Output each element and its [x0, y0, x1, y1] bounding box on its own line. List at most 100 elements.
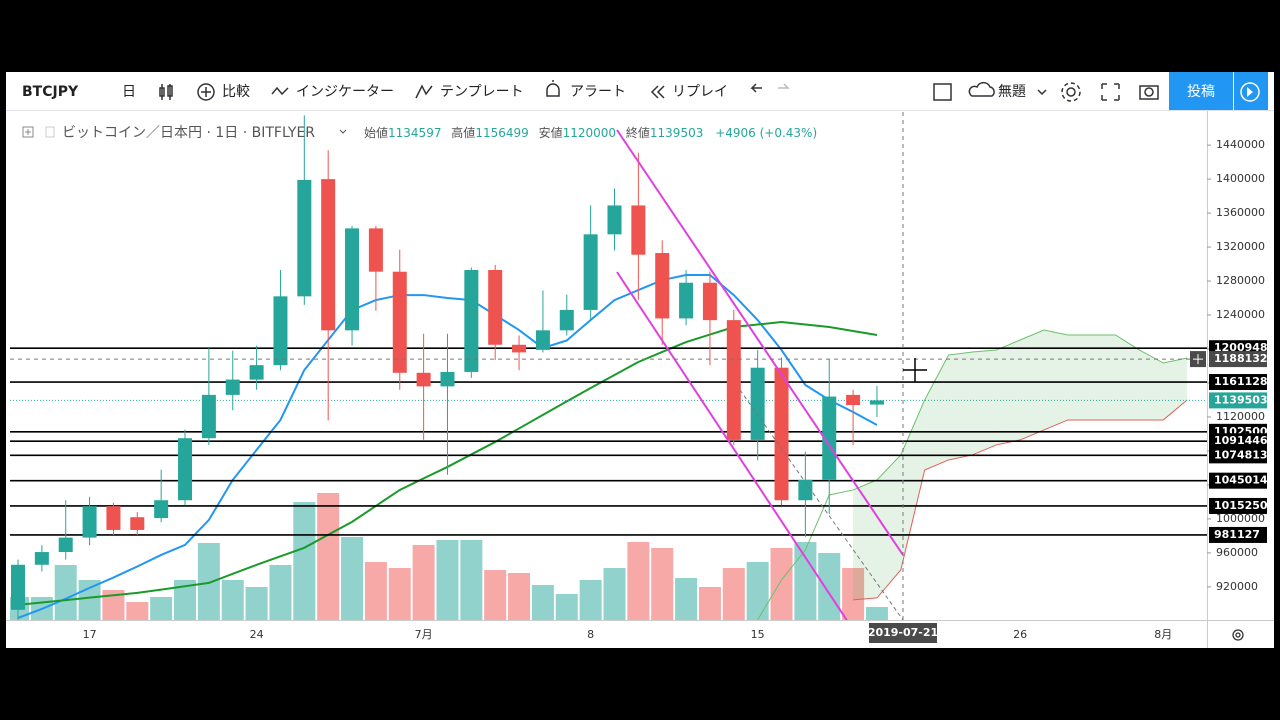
- candle-body: [559, 309, 574, 331]
- redo-icon[interactable]: [778, 83, 790, 89]
- candle-body: [488, 270, 503, 345]
- candle-body: [512, 344, 527, 353]
- trend-line: [616, 271, 848, 620]
- candle-body: [82, 506, 97, 538]
- toolbar-item[interactable]: テンプレート: [440, 84, 524, 100]
- level-label: 981127: [1214, 528, 1260, 541]
- candle-body: [273, 296, 288, 366]
- crosshair-date-bg: [869, 623, 937, 643]
- candle-body: [321, 179, 336, 331]
- symbol[interactable]: BTCJPY: [22, 84, 79, 100]
- volume-bar: [293, 502, 316, 620]
- candle-body: [58, 537, 73, 553]
- play-icon: [1240, 82, 1260, 102]
- settings-icon[interactable]: [1232, 629, 1244, 641]
- candle-body: [201, 394, 216, 439]
- candle-body: [774, 367, 789, 501]
- candle-body: [631, 205, 646, 255]
- level-label: 1200948: [1214, 341, 1268, 354]
- volume-bar: [603, 568, 626, 620]
- volume-bar: [698, 587, 721, 620]
- y-tick-label: 1120000: [1216, 410, 1265, 423]
- candle-body: [583, 234, 598, 310]
- level-label-bg: [1209, 374, 1267, 391]
- candle-body: [846, 394, 861, 406]
- indicator-line: [17, 274, 878, 619]
- volume-bar: [555, 594, 578, 620]
- candle-body: [607, 205, 622, 235]
- volume-bar: [78, 580, 101, 620]
- trend-line: [616, 129, 904, 556]
- candle-body: [655, 253, 670, 319]
- volume-bar: [436, 540, 459, 620]
- ohlc-label: 安値: [539, 125, 563, 140]
- y-tick-label: 1360000: [1216, 206, 1265, 219]
- candle-body: [392, 271, 407, 373]
- volume-bar: [341, 537, 364, 620]
- legend-chevron[interactable]: [339, 129, 347, 134]
- volume-bar: [770, 548, 793, 620]
- ohlc-label: 始値: [364, 125, 388, 140]
- volume-bar: [746, 562, 769, 620]
- candle-body: [750, 367, 765, 440]
- volume-bar: [245, 587, 268, 620]
- x-tick-label: 7月: [415, 628, 433, 641]
- candle-body: [416, 372, 431, 387]
- add-level-icon: [1193, 354, 1203, 365]
- publish-button[interactable]: [1169, 72, 1233, 110]
- candle-body: [702, 282, 717, 321]
- play-icon: [1247, 87, 1253, 97]
- candle-body: [440, 371, 455, 387]
- toolbar-item[interactable]: 比較: [222, 84, 250, 100]
- level-label: 1139503: [1214, 393, 1268, 406]
- volume-bar: [54, 565, 77, 620]
- volume-bar: [531, 585, 554, 620]
- icons: [159, 80, 1159, 102]
- layout-name[interactable]: 無題: [998, 84, 1026, 100]
- volume-bar: [460, 540, 483, 620]
- y-tick-label: 1400000: [1216, 172, 1265, 185]
- y-tick-label: 1280000: [1216, 274, 1265, 287]
- volume-bar: [126, 602, 149, 620]
- interval[interactable]: 日: [122, 84, 136, 100]
- volume-bar: [818, 553, 841, 620]
- indicator-line: [853, 399, 1188, 601]
- volume-bar: [842, 568, 865, 620]
- publish-label[interactable]: 投稿: [1187, 84, 1215, 100]
- ohlc-value: 1156499: [475, 126, 528, 140]
- volume-bar: [364, 562, 387, 620]
- candle-body: [869, 400, 884, 405]
- candle-body: [726, 320, 741, 440]
- crosshair-price-bg: [1209, 351, 1267, 368]
- legend-ohlc: 始値1134597 高値1156499 安値1120000 終値1139503 …: [364, 125, 817, 140]
- candle-body: [297, 179, 312, 297]
- volume-bar: [150, 597, 173, 620]
- level-label-bg: [1209, 472, 1267, 489]
- volume-bar: [174, 580, 197, 620]
- toolbar-item[interactable]: インジケーター: [296, 84, 394, 100]
- candle-body: [130, 517, 145, 530]
- level-label-bg: [1209, 392, 1267, 409]
- candle-body: [464, 270, 479, 372]
- candle-body: [822, 396, 837, 480]
- legend-icons: [22, 126, 55, 138]
- x-tick-label: 8月: [1154, 628, 1172, 641]
- volume-bar: [269, 565, 292, 620]
- projection-line: [739, 389, 904, 620]
- overlay: 9200009600001000000104000010800001120000…: [83, 138, 1268, 643]
- candle-body: [535, 330, 550, 350]
- toolbar-item[interactable]: リプレイ: [672, 84, 728, 100]
- level-label-bg: [1209, 497, 1267, 514]
- crosshair-price: 1188132: [1214, 352, 1268, 365]
- y-tick-label: 1440000: [1216, 138, 1265, 151]
- legend-title[interactable]: ビットコイン／日本円 · 1日 · BITFLYER: [62, 125, 315, 141]
- cursor: [903, 358, 927, 382]
- level-label: 1045014: [1214, 474, 1268, 487]
- ohlc-value: 1134597: [388, 126, 441, 140]
- volume-bar: [508, 573, 531, 620]
- level-label-bg: [1209, 526, 1267, 543]
- volume-bar: [388, 568, 411, 620]
- toolbar-item[interactable]: アラート: [570, 84, 626, 100]
